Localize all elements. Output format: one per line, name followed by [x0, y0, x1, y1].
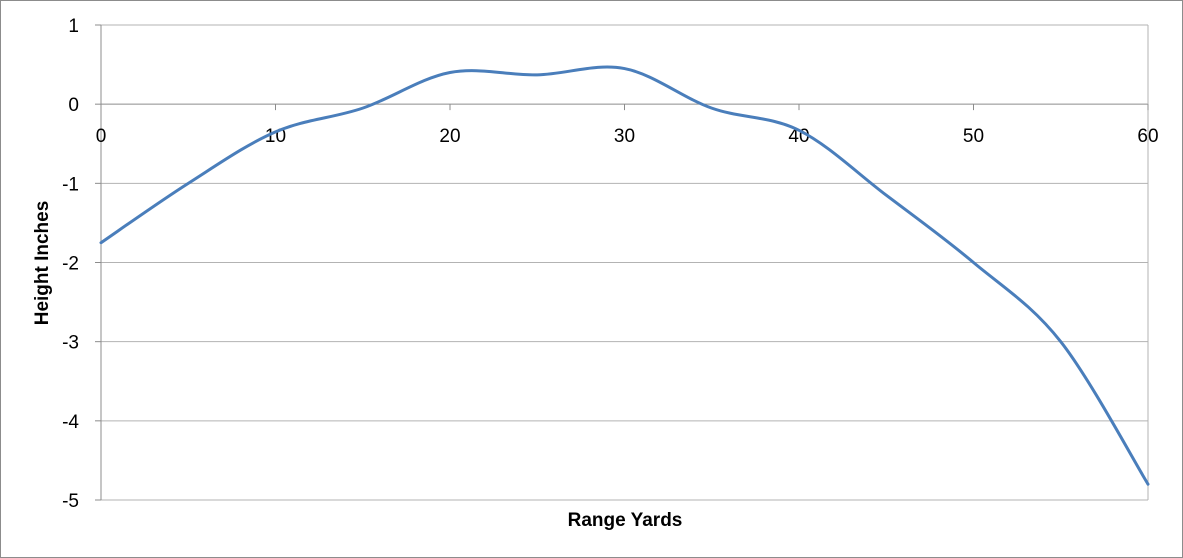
y-tick-label: -3 [62, 333, 79, 354]
gridlines [95, 24, 1149, 501]
y-tick-label: -4 [62, 412, 79, 433]
x-tick-label: 50 [963, 126, 984, 147]
y-tick-labels: 1 0 -1 -2 -3 -4 -5 [62, 16, 79, 512]
x-tick-labels: 0 10 20 30 40 50 60 [96, 126, 1159, 147]
x-tick-label: 10 [265, 126, 286, 147]
x-axis-title: Range Yards [568, 510, 683, 531]
x-tick-label: 60 [1137, 126, 1158, 147]
y-tick-label: -1 [62, 174, 79, 195]
series-line [99, 65, 1150, 486]
x-tick-label: 30 [614, 126, 635, 147]
y-tick-label: -2 [62, 254, 79, 275]
x-tick-label: 20 [439, 126, 460, 147]
y-tick-label: 0 [68, 95, 79, 116]
y-tick-label: -5 [62, 491, 79, 512]
x-tick-label: 0 [96, 126, 107, 147]
y-tick-label: 1 [68, 16, 79, 37]
series-layer [99, 65, 1150, 486]
y-axis-title: Height Inches [32, 201, 53, 326]
